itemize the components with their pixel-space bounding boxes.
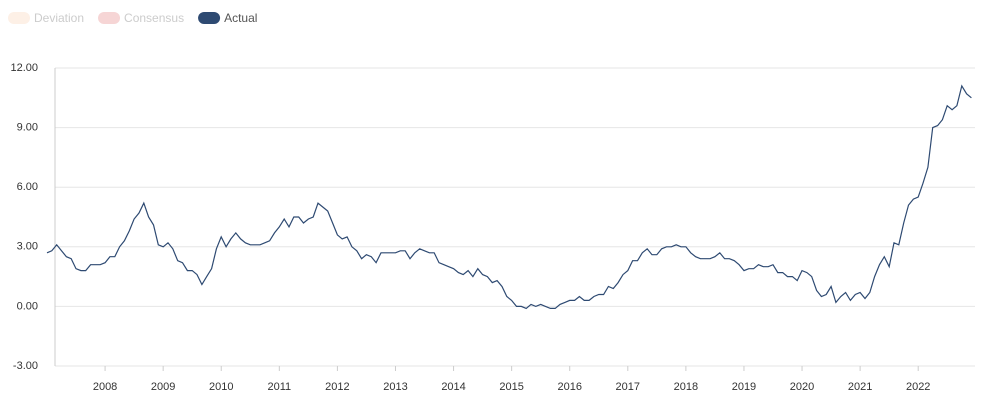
x-tick-label: 2020 <box>790 381 814 393</box>
data-line <box>46 84 972 310</box>
legend-swatch <box>98 12 121 24</box>
legend-label: Actual <box>224 11 257 25</box>
x-tick-label: 2017 <box>616 381 640 393</box>
x-tick-label: 2015 <box>499 381 523 393</box>
y-tick-label: -3.00 <box>13 360 38 372</box>
legend-item[interactable]: Actual <box>198 11 257 25</box>
y-tick-label: 6.00 <box>17 181 38 193</box>
x-tick-label: 2013 <box>383 381 407 393</box>
x-tick-label: 2019 <box>732 381 756 393</box>
x-tick-label: 2011 <box>267 381 291 393</box>
x-tick-label: 2010 <box>209 381 233 393</box>
legend-swatch <box>8 12 30 24</box>
x-tick-label: 2018 <box>674 381 698 393</box>
legend-label: Deviation <box>34 11 84 25</box>
legend-swatch <box>198 12 221 24</box>
x-tick-label: 2008 <box>93 381 117 393</box>
legend: Deviation Consensus Actual <box>8 11 257 25</box>
x-tick-label: 2021 <box>848 381 872 393</box>
x-tick-label: 2022 <box>906 381 930 393</box>
legend-item[interactable]: Consensus <box>98 11 184 25</box>
x-tick-label: 2012 <box>325 381 349 393</box>
y-tick-label: 12.00 <box>10 62 38 74</box>
x-tick-label: 2009 <box>151 381 175 393</box>
x-tick-label: 2016 <box>557 381 581 393</box>
legend-label: Consensus <box>124 11 184 25</box>
y-tick-label: 9.00 <box>17 122 38 134</box>
y-tick-label: 3.00 <box>17 241 38 253</box>
y-tick-label: 0.00 <box>17 300 38 312</box>
x-tick-label: 2014 <box>441 381 465 393</box>
legend-item[interactable]: Deviation <box>8 11 84 25</box>
